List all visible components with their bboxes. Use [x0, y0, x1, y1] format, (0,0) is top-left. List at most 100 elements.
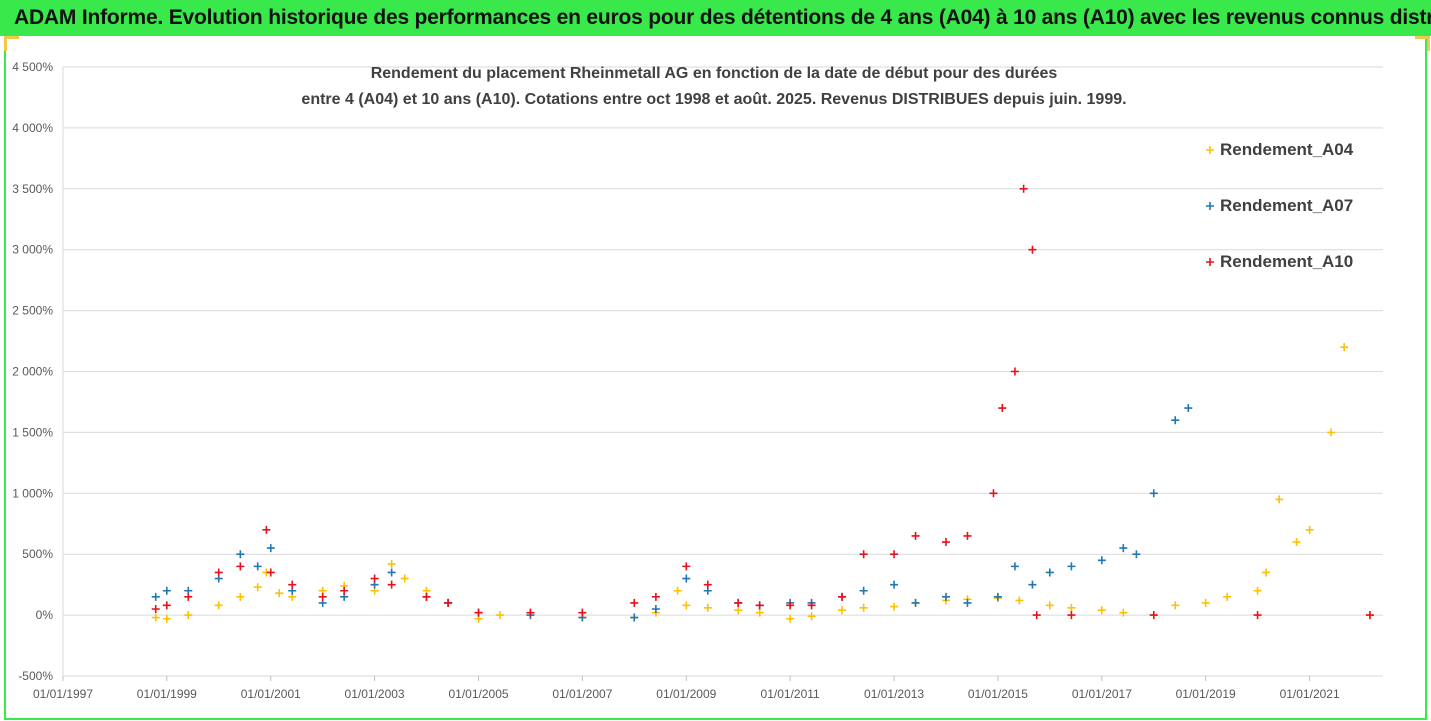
data-point: [1340, 343, 1349, 352]
data-point: [859, 603, 868, 612]
data-point: [786, 614, 795, 623]
y-tick-label: 4 500%: [12, 60, 53, 74]
data-point: [1097, 606, 1106, 615]
data-point: [1253, 586, 1262, 595]
data-point: [1201, 598, 1210, 607]
y-axis-tick-labels: -500% 0% 500% 1 000% 1 500% 2 000% 2 500% 3 000…: [12, 60, 53, 683]
data-point: [1045, 568, 1054, 577]
data-point: [859, 586, 868, 595]
data-point: [262, 525, 271, 534]
data-point: [1262, 568, 1271, 577]
data-point: [275, 589, 284, 598]
data-point: [253, 562, 262, 571]
data-point: [630, 613, 639, 622]
x-tick-label: 01/01/2013: [864, 687, 924, 701]
data-point: [1171, 601, 1180, 610]
data-point: [890, 602, 899, 611]
data-point: [422, 592, 431, 601]
data-point: [838, 606, 847, 615]
data-point: [1119, 544, 1128, 553]
data-point: [859, 550, 868, 559]
data-point: [340, 586, 349, 595]
y-tick-label: 1 500%: [12, 425, 53, 439]
corner-marker-right: [1415, 36, 1430, 51]
y-tick-label: 2 500%: [12, 304, 53, 318]
data-point: [755, 601, 764, 610]
data-point: [1206, 258, 1214, 266]
data-point: [651, 605, 660, 614]
y-tick-label: 2 000%: [12, 365, 53, 379]
legend: Rendement_A04 Rendement_A07 Rendement_A10: [1206, 140, 1354, 271]
data-point: [941, 592, 950, 601]
data-point: [1305, 525, 1314, 534]
data-point: [151, 613, 160, 622]
y-tick-label: 1 000%: [12, 486, 53, 500]
plot-area: [151, 184, 1374, 623]
data-point: [318, 592, 327, 601]
data-point: [682, 601, 691, 610]
x-tick-label: 01/01/2001: [241, 687, 301, 701]
data-point: [989, 489, 998, 498]
data-point: [1132, 550, 1141, 559]
x-tick-label: 01/01/2019: [1176, 687, 1236, 701]
data-point: [1184, 404, 1193, 413]
data-point: [162, 586, 171, 595]
data-point: [214, 568, 223, 577]
data-point: [755, 608, 764, 617]
data-point: [370, 574, 379, 583]
x-axis-tick-labels: 01/01/1997 01/01/1999 01/01/2001 01/01/2003…: [33, 687, 1340, 701]
x-tick-label: 01/01/2009: [656, 687, 716, 701]
data-point: [1253, 611, 1262, 620]
y-tick-label: 500%: [22, 547, 53, 561]
data-point: [184, 611, 193, 620]
data-point: [1327, 428, 1336, 437]
x-tick-label: 01/01/2005: [449, 687, 509, 701]
data-point: [703, 603, 712, 612]
data-point: [444, 598, 453, 607]
data-point: [682, 574, 691, 583]
data-point: [838, 592, 847, 601]
data-point: [151, 592, 160, 601]
data-point: [266, 544, 275, 553]
data-point: [941, 538, 950, 547]
data-point: [236, 562, 245, 571]
banner-title: ADAM Informe. Evolution historique des p…: [0, 0, 1431, 36]
data-point: [236, 550, 245, 559]
data-point: [890, 580, 899, 589]
x-tick-label: 01/01/2007: [552, 687, 612, 701]
data-point: [682, 562, 691, 571]
legend-label: Rendement_A04: [1220, 140, 1354, 159]
data-point: [288, 580, 297, 589]
data-point: [911, 531, 920, 540]
data-point: [1223, 592, 1232, 601]
x-tick-label: 01/01/2017: [1072, 687, 1132, 701]
data-point: [266, 568, 275, 577]
data-point: [162, 614, 171, 623]
data-point: [1019, 184, 1028, 193]
data-point: [807, 612, 816, 621]
data-point: [151, 605, 160, 614]
data-point: [1149, 489, 1158, 498]
data-point: [993, 592, 1002, 601]
data-point: [630, 598, 639, 607]
data-point: [400, 574, 409, 583]
data-point: [1275, 495, 1284, 504]
data-point: [214, 601, 223, 610]
x-tick-label: 01/01/1997: [33, 687, 93, 701]
data-point: [734, 598, 743, 607]
data-point: [162, 601, 171, 610]
series-Rendement_A04: [151, 343, 1374, 623]
data-point: [578, 608, 587, 617]
data-point: [1045, 601, 1054, 610]
corner-marker-left: [4, 36, 19, 51]
data-point: [1171, 416, 1180, 425]
data-point: [1067, 562, 1076, 571]
data-point: [1097, 556, 1106, 565]
data-point: [387, 559, 396, 568]
x-tick-label: 01/01/2021: [1280, 687, 1340, 701]
data-point: [703, 580, 712, 589]
data-point: [673, 586, 682, 595]
chart-title-line1: Rendement du placement Rheinmetall AG en…: [371, 65, 1058, 82]
data-point: [1119, 608, 1128, 617]
